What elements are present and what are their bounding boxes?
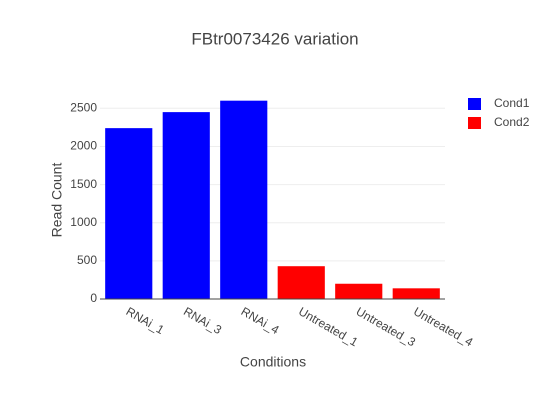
y-tick-label: 1500 <box>70 177 97 191</box>
x-tick-label: Untreated_1 <box>296 304 360 349</box>
bar <box>392 288 440 299</box>
y-tick-label: 2000 <box>70 139 97 153</box>
bar <box>105 128 153 299</box>
x-tick-label: Untreated_3 <box>354 304 418 349</box>
y-tick-label: 0 <box>90 291 97 305</box>
x-tick-label: RNAi_4 <box>239 304 282 337</box>
legend-swatch <box>468 117 481 129</box>
legend-label: Cond2 <box>494 115 530 129</box>
chart-title: FBtr0073426 variation <box>191 29 358 48</box>
bar <box>162 112 210 299</box>
y-tick-label: 2500 <box>70 100 97 114</box>
legend-swatch <box>468 98 481 110</box>
legend-label: Cond1 <box>494 96 530 110</box>
x-axis-title: Conditions <box>240 354 306 370</box>
y-tick-label: 500 <box>77 253 97 267</box>
x-tick-label: Untreated_4 <box>411 304 475 349</box>
y-tick-label: 1000 <box>70 215 97 229</box>
y-axis-title: Read Count <box>49 163 65 238</box>
x-tick-label: RNAi_1 <box>124 304 167 337</box>
x-tick-label: RNAi_3 <box>181 304 224 337</box>
bar <box>277 266 325 299</box>
bar <box>220 100 268 299</box>
bar <box>335 283 383 299</box>
